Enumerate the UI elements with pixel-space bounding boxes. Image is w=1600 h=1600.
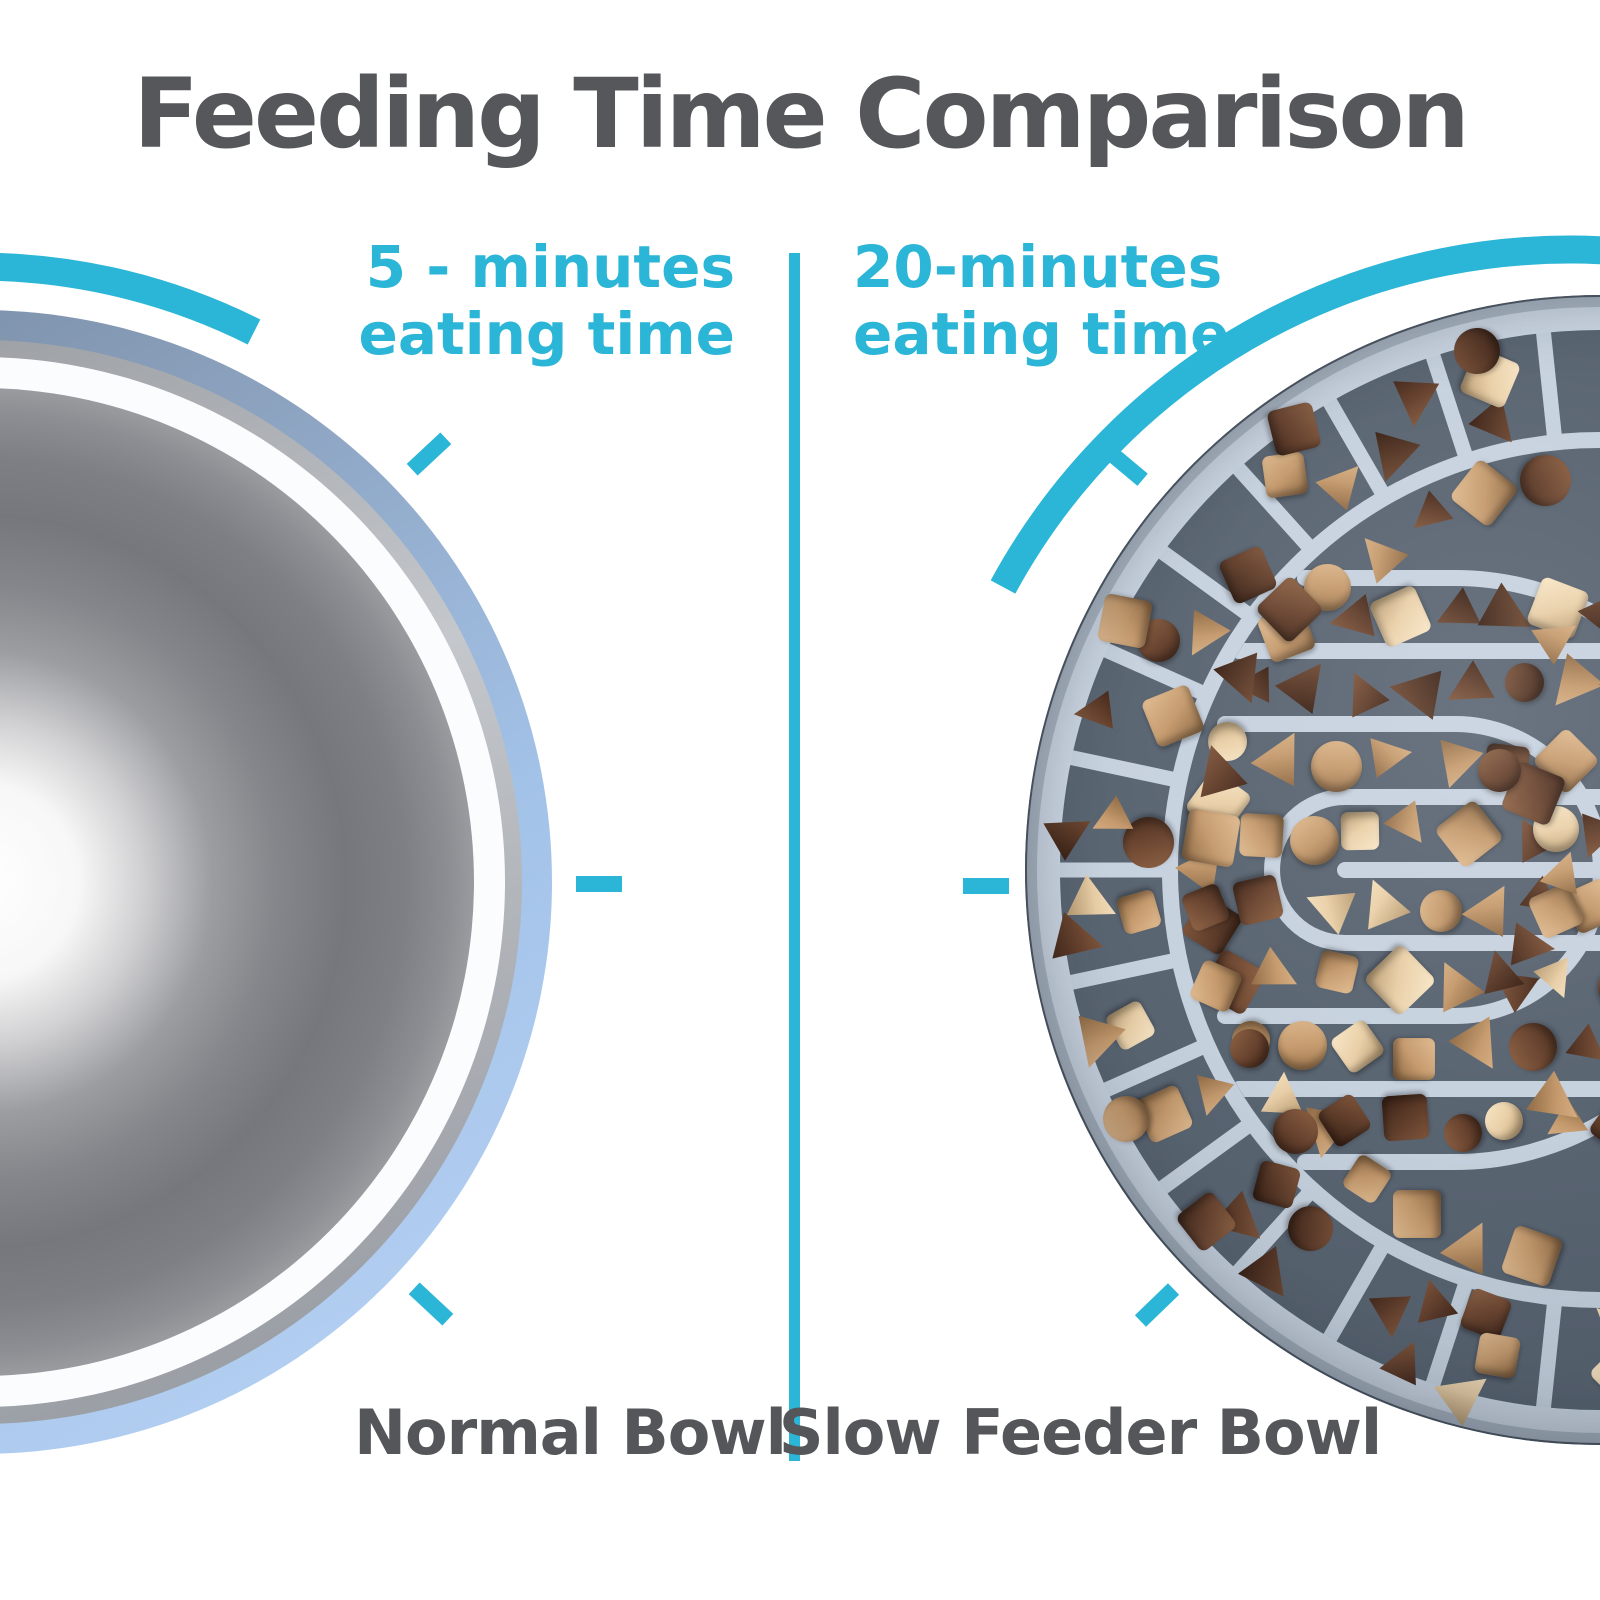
tick-mark-icon bbox=[963, 878, 1009, 894]
slow-feeder-bowl-photo bbox=[1025, 295, 1600, 1445]
tick-mark-icon bbox=[576, 876, 622, 892]
kibble-piece bbox=[1393, 1038, 1435, 1080]
eating-time-label-left: 5 - minutes eating time bbox=[359, 234, 735, 368]
eating-time-right-line1: 20-minutes bbox=[853, 233, 1223, 301]
tick-mark-icon bbox=[406, 432, 452, 476]
kibble-piece bbox=[1393, 1190, 1441, 1238]
kibble-piece bbox=[1340, 811, 1380, 851]
kibble-piece bbox=[1381, 1093, 1430, 1142]
kibble-piece bbox=[1473, 1331, 1522, 1380]
kibble-piece bbox=[1261, 451, 1309, 499]
normal-bowl-interior bbox=[0, 388, 474, 1376]
kibble-piece bbox=[1180, 807, 1242, 869]
eating-time-left-line2: eating time bbox=[358, 300, 735, 368]
bowl-label-slow-feeder: Slow Feeder Bowl bbox=[778, 1396, 1382, 1469]
comparison-divider-line bbox=[789, 253, 800, 1461]
kibble-piece bbox=[1096, 592, 1154, 650]
eating-time-left-line1: 5 - minutes bbox=[365, 233, 735, 301]
tick-mark-icon bbox=[408, 1282, 454, 1326]
bowl-label-normal: Normal Bowl bbox=[354, 1396, 787, 1469]
page-title: Feeding Time Comparison bbox=[133, 58, 1470, 170]
kibble-piece bbox=[1238, 812, 1285, 859]
normal-bowl-photo bbox=[0, 310, 552, 1454]
